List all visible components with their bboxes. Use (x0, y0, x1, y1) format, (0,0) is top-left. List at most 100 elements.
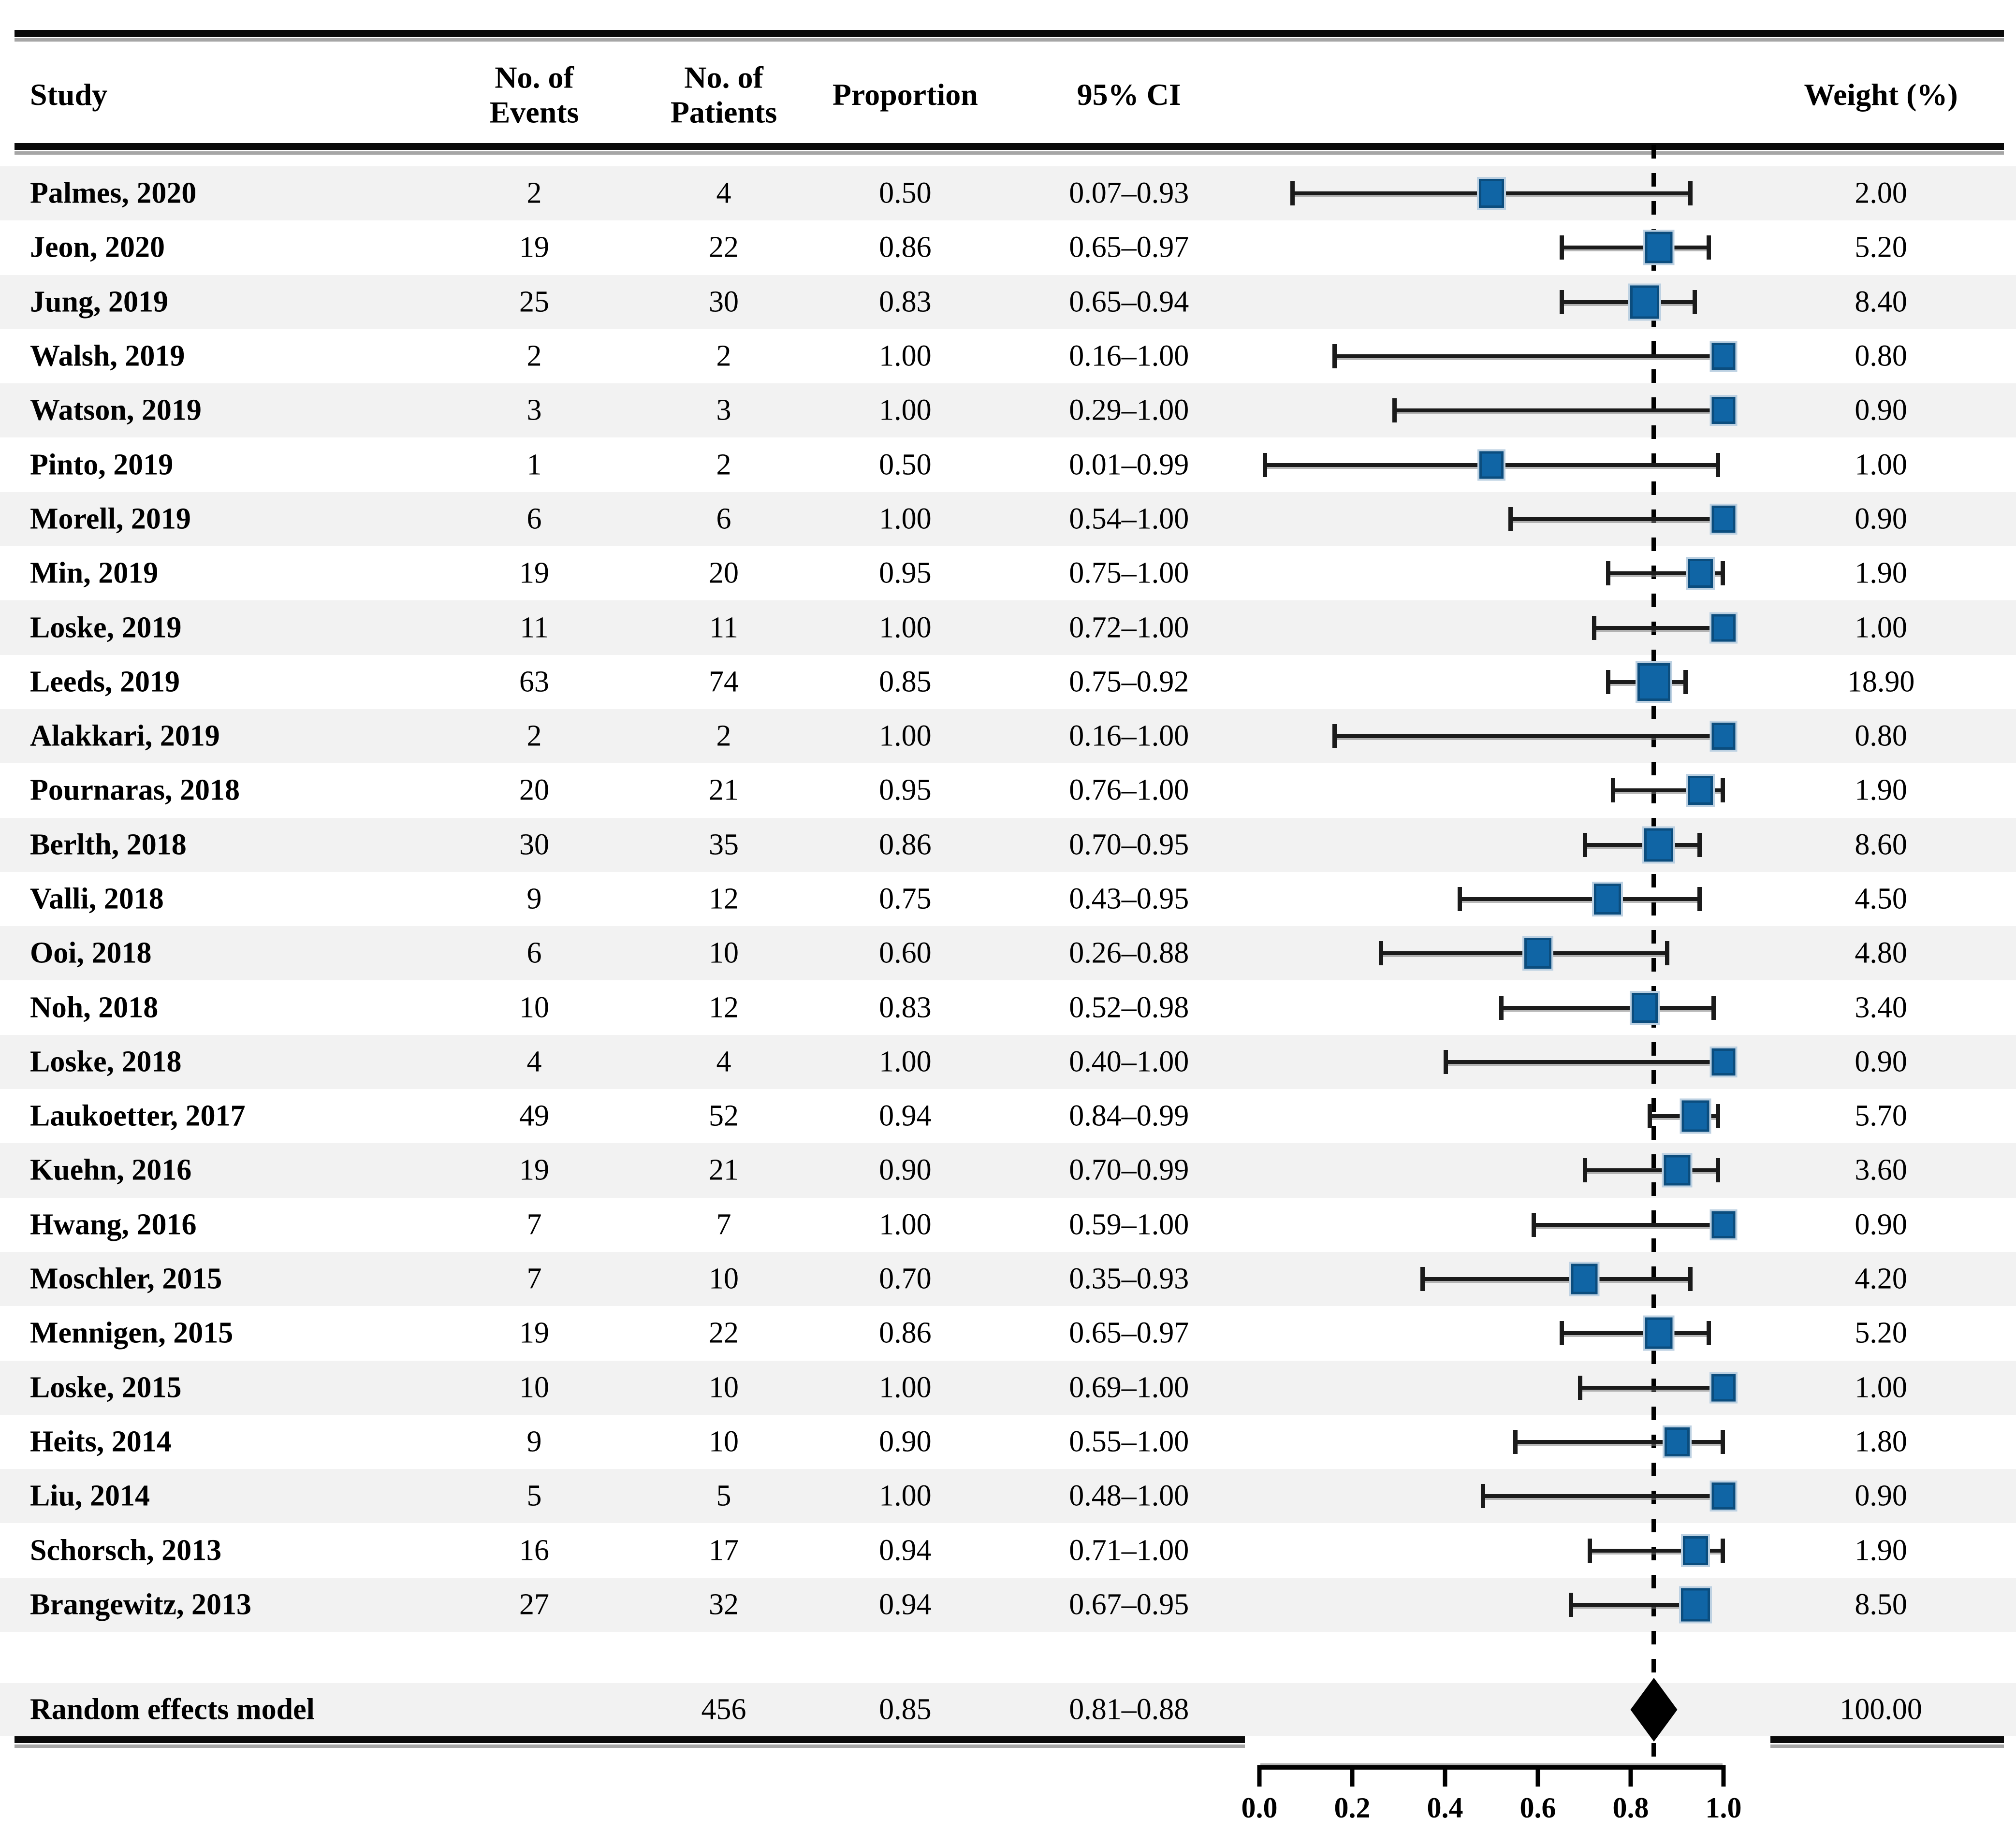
study-row: Morell, 2019 6 6 1.00 0.54–1.00 0.90 (0, 492, 2016, 547)
study-label: Loske, 2019 (30, 611, 182, 644)
summary-row: Random effects model 456 0.85 0.81–0.88 100.… (0, 1678, 2016, 1742)
study-label: Mennigen, 2015 (30, 1316, 234, 1350)
events-value: 63 (519, 665, 550, 698)
proportion-marker (1664, 1427, 1690, 1456)
weight-value: 2.00 (1855, 176, 1907, 210)
events-value: 19 (519, 1153, 550, 1187)
col-study: Study (30, 77, 108, 112)
patients-value: 32 (709, 1588, 739, 1621)
x-axis-tick (1721, 1765, 1726, 1787)
ci-value: 0.55–1.00 (1069, 1425, 1189, 1458)
study-row: Loske, 2019 11 11 1.00 0.72–1.00 1.00 (0, 600, 2016, 655)
proportion-value: 1.00 (879, 1208, 932, 1241)
study-row: Valli, 2018 9 12 0.75 0.43–0.95 4.50 (0, 872, 2016, 926)
events-value: 2 (526, 339, 542, 373)
proportion-value: 0.86 (879, 1316, 932, 1350)
study-label: Loske, 2015 (30, 1371, 182, 1404)
x-axis-tick-label: 0.8 (1612, 1792, 1649, 1824)
study-row: Leeds, 2019 63 74 0.85 0.75–0.92 18.90 (0, 655, 2016, 709)
ci-whisker (1561, 1331, 1710, 1336)
proportion-value: 0.95 (879, 556, 932, 590)
weight-value: 8.60 (1855, 828, 1907, 861)
events-value: 7 (526, 1208, 542, 1241)
study-row: Noh, 2018 10 12 0.83 0.52–0.98 3.40 (0, 980, 2016, 1034)
study-row: Laukoetter, 2017 49 52 0.94 0.84–0.99 5.70 (0, 1089, 2016, 1143)
ci-value: 0.75–0.92 (1069, 665, 1189, 698)
bottom-rule-right (1770, 1736, 2004, 1748)
proportion-marker (1711, 1483, 1736, 1510)
study-label: Ooi, 2018 (30, 936, 152, 970)
study-row: Moschler, 2015 7 10 0.70 0.35–0.93 4.20 (0, 1251, 2016, 1307)
proportion-marker (1683, 1536, 1709, 1565)
ci-whisker (1561, 246, 1710, 250)
proportion-value: 0.83 (879, 285, 932, 319)
patients-value: 3 (716, 393, 731, 427)
summary-proportion: 0.85 (879, 1693, 932, 1726)
ci-whisker (1533, 1222, 1724, 1227)
ci-value: 0.35–0.93 (1069, 1262, 1189, 1295)
patients-value: 22 (709, 1316, 739, 1350)
ci-whisker (1510, 517, 1724, 521)
x-axis-tick-label: 0.4 (1427, 1792, 1463, 1824)
ci-value: 0.01–0.99 (1069, 448, 1189, 481)
weight-value: 3.40 (1855, 991, 1907, 1024)
patients-value: 21 (709, 1153, 739, 1187)
col-ci: 95% CI (1077, 77, 1181, 112)
ci-whisker (1515, 1439, 1724, 1444)
proportion-marker (1479, 179, 1504, 208)
proportion-value: 1.00 (879, 339, 932, 373)
study-label: Alakkari, 2019 (30, 719, 220, 753)
ci-value: 0.40–1.00 (1069, 1045, 1189, 1078)
proportion-value: 0.83 (879, 991, 932, 1024)
weight-value: 0.80 (1855, 339, 1907, 373)
patients-value: 20 (709, 556, 739, 590)
proportion-marker (1711, 1211, 1736, 1238)
ci-whisker (1333, 354, 1724, 359)
ci-value: 0.59–1.00 (1069, 1208, 1189, 1241)
study-row: Jeon, 2020 19 22 0.86 0.65–0.97 5.20 (0, 220, 2016, 275)
study-label: Palmes, 2020 (30, 176, 197, 210)
weight-value: 1.00 (1855, 448, 1907, 481)
study-label: Brangewitz, 2013 (30, 1588, 252, 1621)
col-events-line2: Events (489, 95, 579, 129)
proportion-value: 0.90 (879, 1153, 932, 1187)
events-value: 2 (526, 719, 542, 753)
ci-value: 0.54–1.00 (1069, 502, 1189, 536)
ci-value: 0.72–1.00 (1069, 611, 1189, 644)
proportion-marker (1645, 1317, 1673, 1349)
proportion-marker (1645, 232, 1673, 263)
patients-value: 12 (709, 882, 739, 916)
study-label: Laukoetter, 2017 (30, 1099, 246, 1133)
events-value: 1 (526, 448, 542, 481)
ci-value: 0.70–0.95 (1069, 828, 1189, 861)
study-row: Loske, 2015 10 10 1.00 0.69–1.00 1.00 (0, 1360, 2016, 1415)
x-axis-tick (1257, 1765, 1262, 1787)
weight-value: 0.90 (1855, 1479, 1907, 1512)
proportion-value: 0.86 (879, 231, 932, 264)
study-row: Pournaras, 2018 20 21 0.95 0.76–1.00 1.90 (0, 763, 2016, 817)
ci-whisker (1612, 788, 1724, 793)
proportion-marker (1711, 1374, 1736, 1402)
proportion-value: 1.00 (879, 1371, 932, 1404)
study-row: Brangewitz, 2013 27 32 0.94 0.67–0.95 8.50 (0, 1577, 2016, 1632)
ci-whisker (1593, 625, 1724, 630)
x-axis-tick (1443, 1765, 1447, 1787)
patients-value: 7 (716, 1208, 731, 1241)
patients-value: 5 (716, 1479, 731, 1512)
events-value: 9 (526, 1425, 542, 1458)
ci-whisker (1445, 1060, 1724, 1064)
ci-whisker (1561, 300, 1696, 304)
patients-value: 21 (709, 773, 739, 807)
patients-value: 11 (709, 611, 738, 644)
events-value: 19 (519, 1316, 550, 1350)
proportion-marker (1711, 723, 1736, 750)
patients-value: 17 (709, 1534, 739, 1567)
study-row: Kuehn, 2016 19 21 0.90 0.70–0.99 3.60 (0, 1143, 2016, 1198)
patients-value: 6 (716, 502, 731, 536)
bottom-rule-left (15, 1736, 1245, 1748)
events-value: 6 (526, 936, 542, 970)
table-header: Study No. of Events No. of Patients Prop… (0, 48, 2016, 141)
patients-value: 22 (709, 231, 739, 264)
weight-value: 8.40 (1855, 285, 1907, 319)
table-body: Palmes, 2020 2 4 0.50 0.07–0.93 2.00 Jeon, 202… (0, 166, 2016, 1742)
